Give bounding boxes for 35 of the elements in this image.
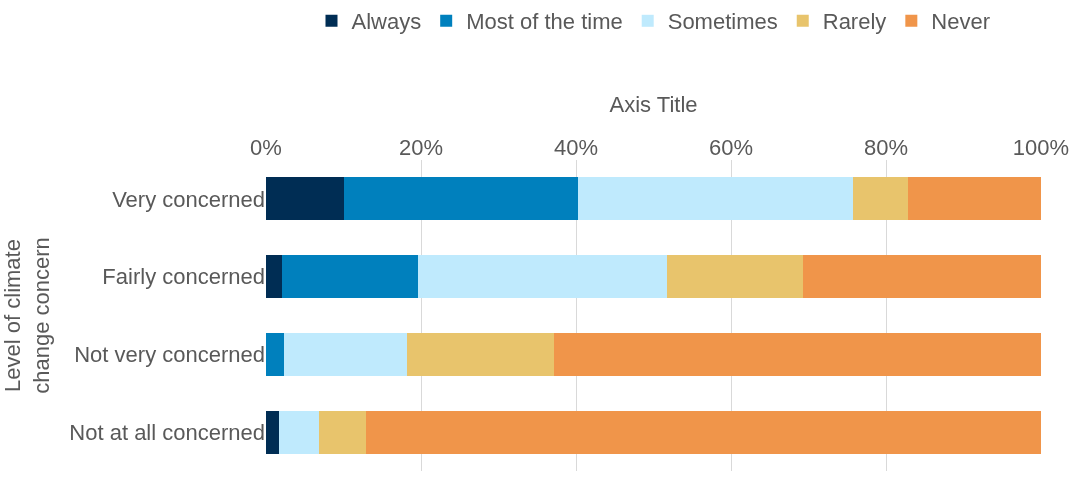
- bar: [319, 410, 366, 454]
- bar: [344, 177, 578, 221]
- bar: [553, 332, 1041, 376]
- legend-label: Always: [351, 9, 422, 35]
- bar: [577, 177, 853, 221]
- x-tick-label: 0%: [250, 134, 282, 160]
- x-tick-label: 80%: [863, 134, 909, 160]
- legend-label: Most of the time: [466, 9, 623, 35]
- bar: [279, 410, 320, 454]
- bar: [266, 410, 280, 454]
- bar: [365, 410, 1041, 454]
- bar: [803, 255, 1041, 299]
- bar: [283, 332, 408, 376]
- y-axis-title: Level of climate change concern: [0, 237, 54, 394]
- x-tick-label: 20%: [398, 134, 444, 160]
- y-tick-label: Not at all concerned: [69, 419, 265, 445]
- bar: [407, 332, 554, 376]
- bar: [266, 332, 284, 376]
- x-axis-title: Axis Title: [609, 92, 698, 118]
- y-tick-label: Fairly concerned: [102, 264, 265, 290]
- bar: [266, 177, 345, 221]
- bar: [282, 255, 418, 299]
- x-tick-label: 60%: [708, 134, 754, 160]
- bar: [666, 255, 804, 299]
- bar: [852, 177, 909, 221]
- x-tick-label: 100%: [1012, 134, 1070, 160]
- legend-label: Sometimes: [667, 9, 778, 35]
- y-tick-label: Not very concerned: [74, 342, 265, 368]
- legend-label: Rarely: [822, 9, 887, 35]
- y-tick-label: Very concerned: [112, 186, 265, 212]
- bar: [266, 255, 283, 299]
- x-tick-label: 40%: [553, 134, 599, 160]
- bar: [417, 255, 667, 299]
- legend-label: Never: [931, 9, 991, 35]
- bar: [908, 177, 1041, 221]
